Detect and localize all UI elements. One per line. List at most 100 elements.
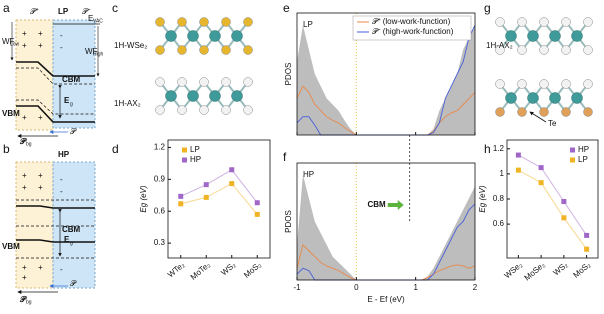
charge: -	[60, 187, 63, 196]
charge: -	[60, 43, 63, 52]
marker	[515, 167, 521, 173]
label: 𝒫	[70, 127, 77, 136]
atom	[495, 107, 505, 117]
atom	[539, 79, 549, 89]
plot-frame	[167, 139, 271, 259]
total-dos	[297, 25, 475, 136]
charge: +	[22, 113, 27, 122]
legend-marker	[182, 157, 187, 163]
charge: +	[22, 263, 27, 272]
atom	[561, 79, 571, 89]
y-tick-label: 0.6	[154, 206, 166, 215]
atom-label: Te	[548, 119, 557, 128]
marker	[203, 182, 209, 188]
atom	[199, 17, 209, 27]
atom	[199, 105, 209, 115]
panel-label: d	[112, 142, 119, 156]
y-tick-label: 0.3	[154, 238, 166, 247]
charge: +	[22, 273, 27, 282]
marker	[538, 180, 544, 186]
label: VBM	[2, 242, 20, 251]
atom	[243, 77, 253, 87]
series-line	[518, 154, 588, 236]
atom	[243, 17, 253, 27]
atom	[155, 77, 165, 87]
atom	[495, 45, 505, 55]
title: LP	[58, 7, 69, 16]
atom	[495, 17, 505, 27]
label: E	[64, 96, 70, 105]
x-tick-label: 2	[473, 283, 478, 292]
label: bg	[26, 141, 32, 147]
charges: + ++ ++ ++ ++ ++ ++-----	[22, 29, 63, 282]
marker	[229, 167, 235, 173]
atom	[549, 30, 561, 42]
atom	[177, 105, 187, 115]
atom	[539, 107, 549, 117]
x-tick-label: MoS₂	[571, 260, 592, 279]
label: VAC	[93, 18, 103, 24]
atom	[583, 45, 593, 55]
marker	[229, 181, 235, 187]
panel-label: h	[484, 142, 491, 156]
y-tick-label: 1.2	[493, 144, 505, 153]
atom	[517, 79, 527, 89]
y-axis-label: PDOS	[284, 63, 293, 86]
atom	[199, 77, 209, 87]
atom	[243, 45, 253, 55]
marker	[584, 232, 590, 238]
atom	[527, 92, 539, 104]
charge: +	[22, 41, 27, 50]
charge: -	[60, 265, 63, 274]
structure-label: 1H-AX₂	[486, 41, 513, 50]
atom	[561, 45, 571, 55]
atom	[517, 45, 527, 55]
legend-label: HP	[578, 145, 589, 154]
legend-marker	[182, 147, 187, 153]
x-tick-label: MoSe₂	[523, 260, 547, 282]
marker	[538, 165, 544, 171]
label: WF	[2, 37, 15, 46]
label: 𝒫	[19, 294, 27, 304]
charge: -	[60, 31, 63, 40]
atom-arrow	[529, 111, 547, 123]
charge: +	[38, 41, 43, 50]
charge: +	[38, 113, 43, 122]
plot-frame	[296, 162, 476, 281]
label: E	[64, 235, 70, 244]
label: 𝒫	[19, 136, 27, 146]
atom	[527, 30, 539, 42]
plot-frame	[296, 12, 476, 136]
series-line	[180, 182, 258, 215]
atom	[177, 45, 187, 55]
y-axis-label: Eg (eV)	[478, 185, 487, 212]
charge: +	[22, 171, 27, 180]
y-tick-label: 1	[500, 169, 505, 178]
atom	[177, 77, 187, 87]
atom	[231, 90, 243, 102]
marker	[203, 194, 209, 200]
label: High	[93, 51, 104, 57]
legend-marker	[570, 157, 575, 163]
x-tick-label: MoTe₂	[189, 260, 212, 281]
marker	[254, 200, 260, 206]
charge: +	[22, 29, 27, 38]
label: 𝒫	[70, 279, 77, 288]
label: VBM	[2, 109, 20, 118]
atom	[187, 30, 199, 42]
label: WF	[85, 47, 98, 56]
charge: +	[38, 171, 43, 180]
atom	[505, 30, 517, 42]
y-axis-label: Eg (eV)	[139, 185, 148, 212]
atom	[209, 90, 221, 102]
label: bg	[26, 299, 32, 305]
atom	[539, 45, 549, 55]
atom	[221, 105, 231, 115]
y-tick-label: 1.2	[154, 143, 166, 152]
x-tick-label: MoS₂	[242, 260, 263, 279]
atom	[517, 107, 527, 117]
legend-label: HP	[190, 155, 201, 164]
legend-box	[352, 15, 472, 41]
cbm-line	[16, 61, 95, 77]
